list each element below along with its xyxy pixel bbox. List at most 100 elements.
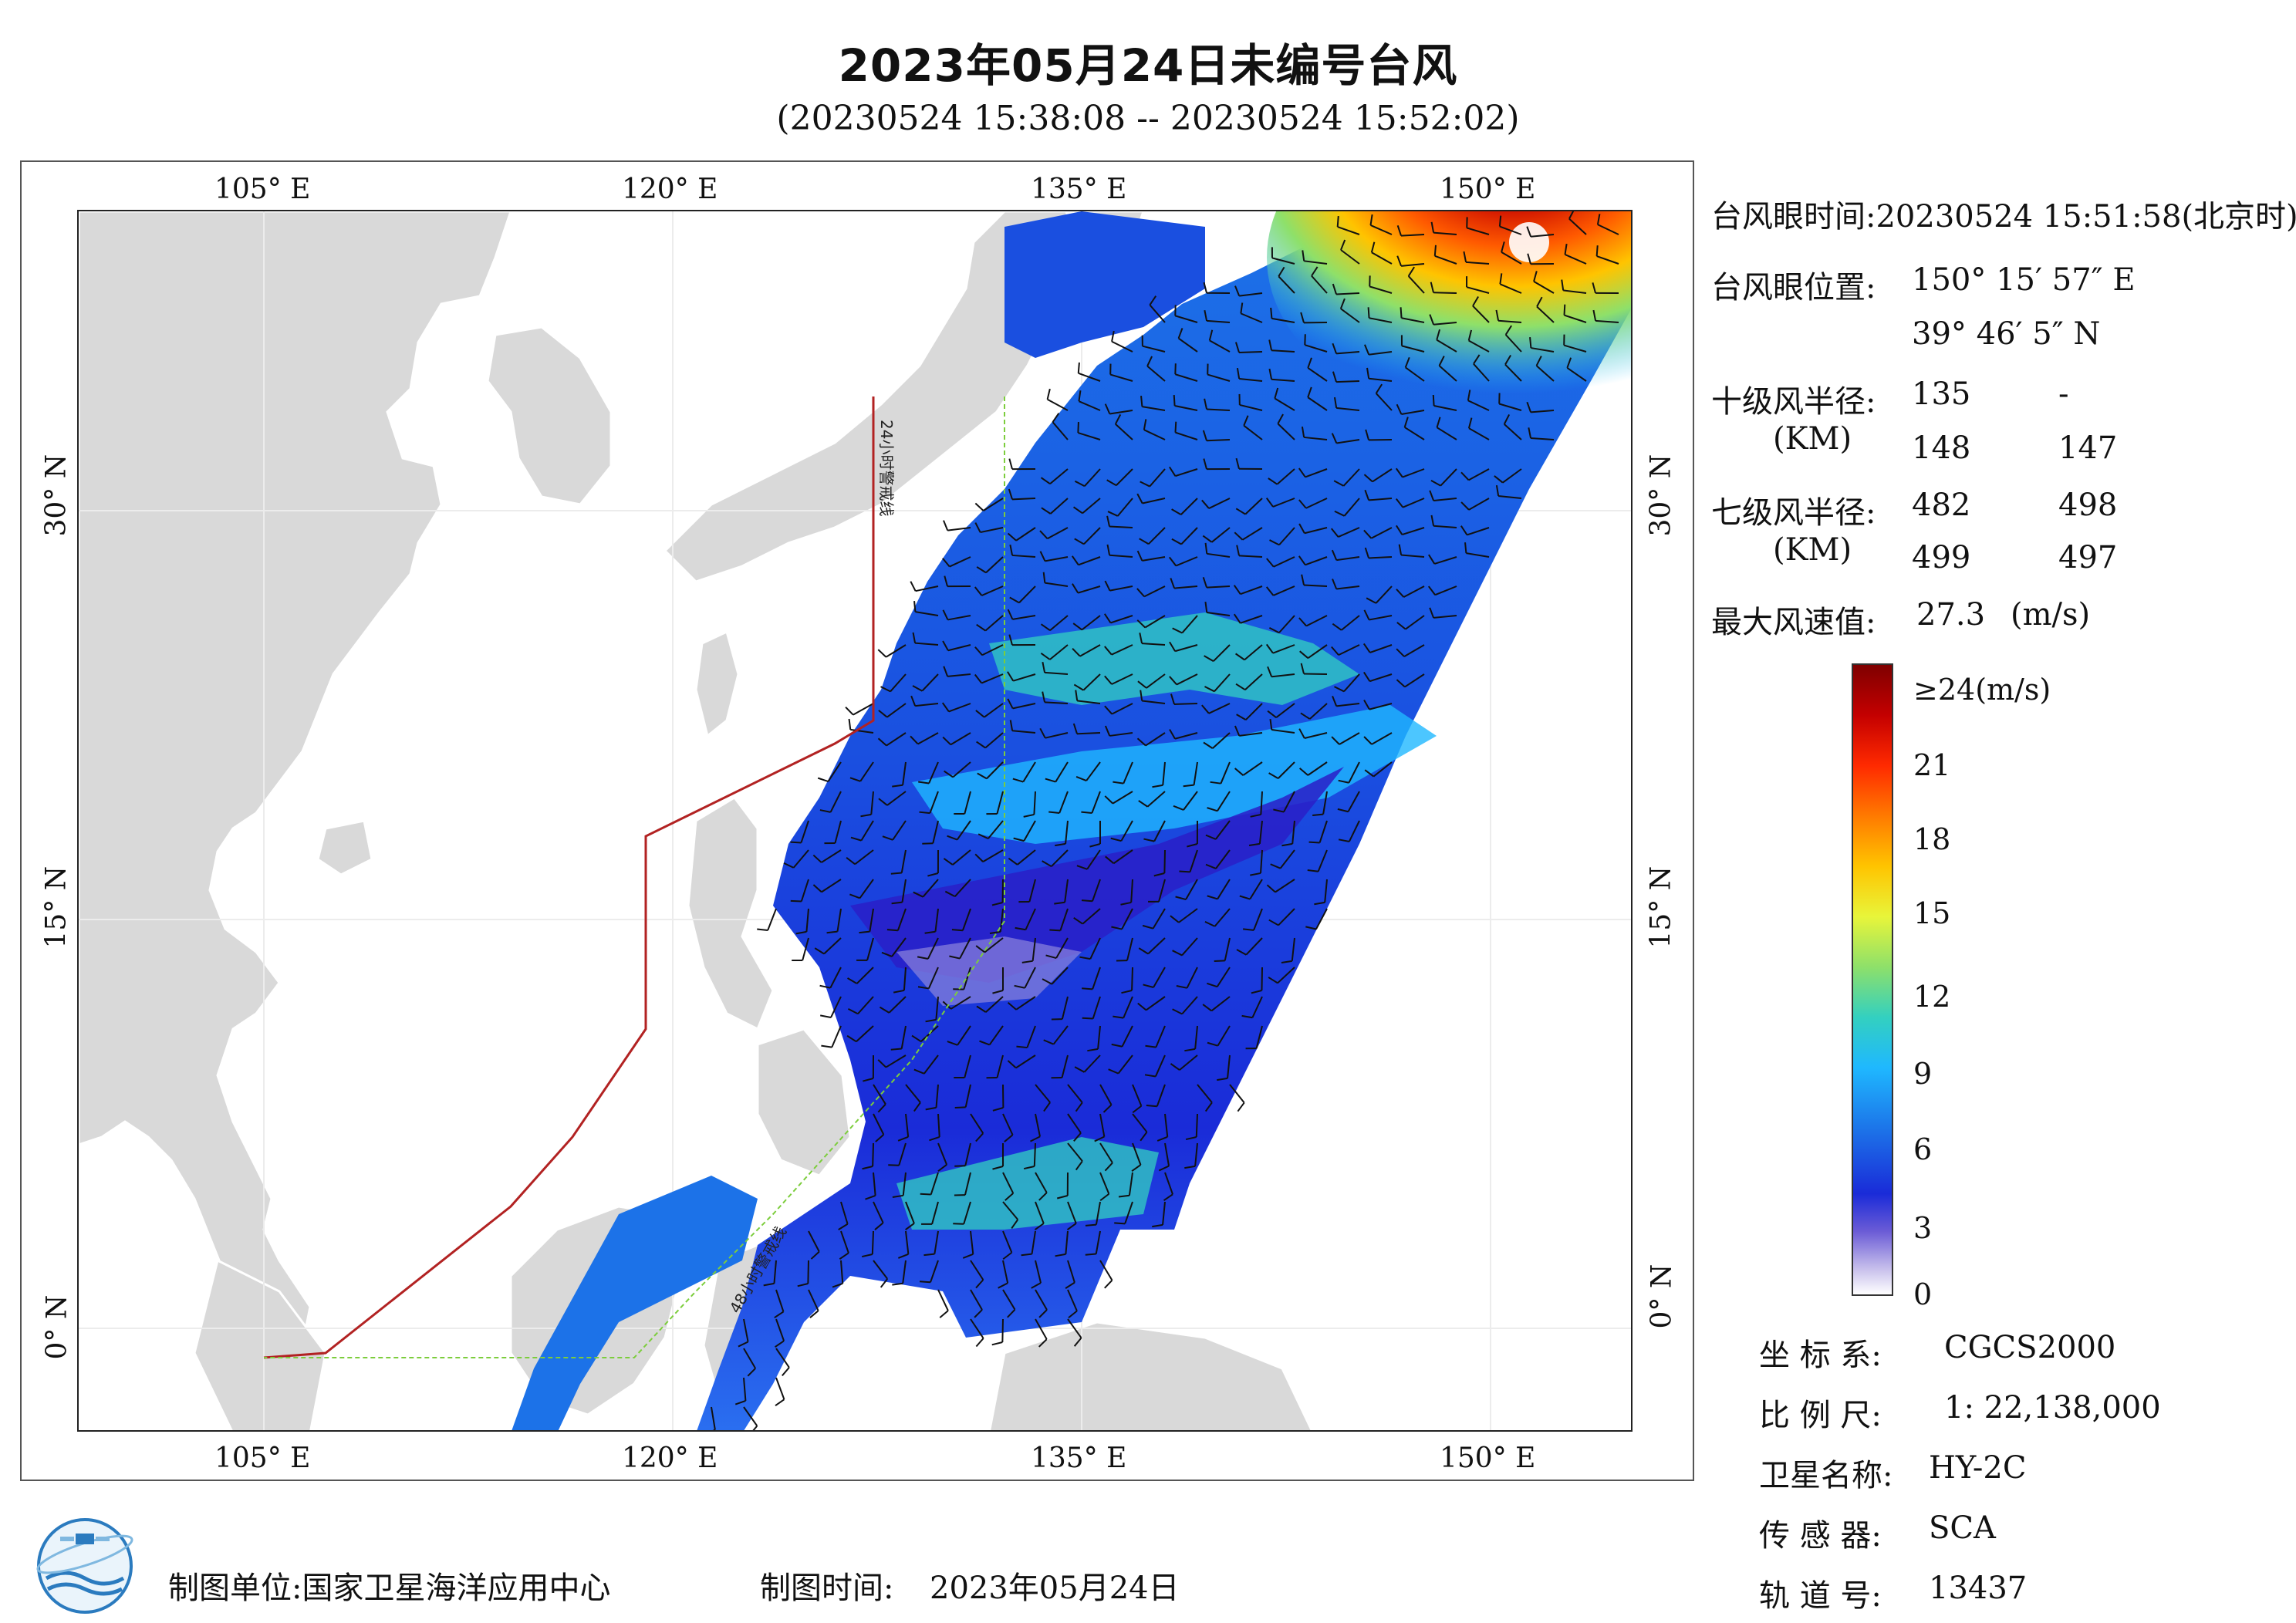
wind-barb: [1498, 319, 1522, 323]
orbit-value: 13437: [1929, 1571, 2028, 1606]
eye-time-value: 20230524 15:51:58(北京时): [1876, 199, 2296, 235]
wind-barb: [1343, 498, 1360, 517]
wind-barb-flag: [1400, 307, 1403, 319]
new-guinea: [988, 1321, 1313, 1430]
nsoas-logo-icon: [36, 1518, 133, 1614]
wind-barb: [1158, 879, 1166, 903]
wind-barb: [1059, 908, 1069, 931]
wind-barb-flag: [752, 1425, 758, 1430]
wind-barb: [1012, 730, 1036, 734]
wind-barb: [800, 879, 809, 902]
wind-barb: [1132, 1142, 1142, 1166]
crs-label: 坐 标 系:: [1759, 1338, 1882, 1373]
wind-barb: [1468, 468, 1490, 481]
wind-barb: [1086, 849, 1101, 870]
wind-barb-flag: [1009, 596, 1020, 604]
wind-barb: [1077, 585, 1101, 594]
wind-barb-flag: [1396, 648, 1405, 657]
time-range-subtitle: (20230524 15:38:08 -- 20230524 15:52:02): [776, 99, 1520, 138]
wind-barb: [1303, 673, 1328, 675]
wind-barb-flag: [775, 1399, 785, 1407]
wind-barb: [996, 1054, 1004, 1078]
wind-barb: [856, 967, 874, 984]
wind-barb: [1433, 231, 1457, 235]
wind-barb-flag: [974, 502, 984, 511]
wind-barb-flag: [1184, 1048, 1196, 1052]
wind-barb: [1340, 308, 1360, 323]
wind-barb-flag: [1056, 1195, 1069, 1200]
r10-nw: 147: [2058, 430, 2118, 466]
wind-barb-flag: [925, 1106, 937, 1111]
wind-barb-flag: [1008, 488, 1013, 500]
wind-barb-flag: [1269, 718, 1273, 731]
wind-barb-flag: [849, 893, 860, 899]
wind-barb: [1162, 761, 1166, 785]
wind-barb-flag: [880, 686, 891, 693]
wind-barb: [1272, 644, 1295, 654]
wind-barb: [937, 1142, 948, 1166]
wind-barb-flag: [1302, 250, 1305, 262]
wind-barb: [1217, 791, 1231, 812]
wind-barb: [1175, 468, 1198, 477]
wind-barb: [1001, 1318, 1004, 1343]
wind-barb: [856, 1025, 874, 1043]
wind-barb: [1434, 556, 1457, 565]
wind-barb: [1035, 1289, 1048, 1311]
wind-barb: [988, 820, 1004, 839]
wind-barb-flag: [1009, 545, 1014, 556]
wind-barb: [890, 673, 907, 693]
wind-barb: [1045, 732, 1069, 739]
wind-barb: [1049, 498, 1069, 515]
wind-barb-flag: [975, 945, 985, 953]
wind-barb-flag: [1430, 221, 1435, 233]
wind-barb: [1078, 372, 1101, 382]
wind-barb: [1067, 1289, 1078, 1311]
wind-barb-flag: [1529, 337, 1532, 349]
wind-barb-flag: [1039, 551, 1046, 562]
wind-barb-flag: [878, 710, 888, 718]
wind-barb-flag: [1106, 479, 1117, 487]
wind-barb: [1174, 405, 1198, 411]
wind-barb: [896, 908, 907, 931]
wind-barb-flag: [1169, 641, 1177, 652]
wind-barb: [1209, 339, 1231, 353]
wind-barb-flag: [1251, 990, 1262, 994]
wind-barb: [1153, 967, 1166, 988]
wind-barb: [1596, 255, 1619, 265]
wind-barb-flag: [1233, 613, 1241, 624]
wind-barb: [1092, 996, 1101, 1019]
wind-barb: [805, 908, 809, 932]
wind-barb: [1336, 556, 1360, 562]
wind-barb-flag: [1007, 671, 1015, 682]
wind-barb-flag: [919, 1281, 931, 1284]
wind-barb-flag: [1042, 860, 1052, 868]
wind-barb-flag: [1073, 506, 1083, 515]
wind-barb-flag: [1363, 609, 1370, 620]
wind-barb-flag: [1467, 390, 1471, 401]
wind-barb-flag: [1332, 342, 1338, 354]
wind-barb: [1277, 967, 1295, 984]
wind-barb: [1078, 432, 1101, 440]
wind-barb: [1002, 1289, 1016, 1311]
wind-barb: [1181, 937, 1198, 957]
wind-barb-flag: [1040, 477, 1051, 485]
wind-barb-flag: [1073, 917, 1083, 925]
wind-barb-flag: [1396, 403, 1403, 415]
wind-barb-flag: [1270, 863, 1281, 869]
wind-barb: [1065, 1230, 1069, 1254]
wind-barb-flag: [942, 1000, 952, 1010]
wind-barb: [954, 879, 971, 897]
wind-barb: [853, 703, 874, 716]
wind-barb-flag: [1021, 1253, 1032, 1257]
wind-barb: [829, 967, 842, 989]
wind-field-map[interactable]: 24小时警戒线 48小时警戒线: [77, 210, 1633, 1432]
warning-line-48h: [264, 396, 1005, 1358]
wind-barb-flag: [1494, 475, 1504, 484]
wind-barb-flag: [974, 522, 981, 533]
wind-barb-flag: [1240, 302, 1244, 314]
wind-barb-flag: [1107, 511, 1119, 517]
wind-barb: [1220, 761, 1231, 785]
wind-barb: [984, 703, 1004, 718]
wind-barb-flag: [1163, 1193, 1173, 1202]
wind-barb-flag: [734, 1399, 746, 1405]
